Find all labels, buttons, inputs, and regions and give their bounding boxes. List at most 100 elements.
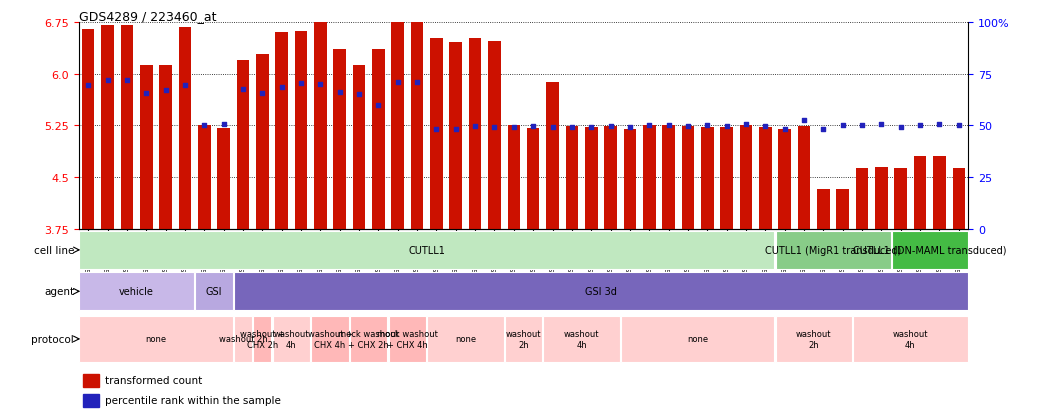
Bar bbox=[410, 24, 423, 229]
Bar bbox=[372, 50, 384, 229]
Text: cell line: cell line bbox=[34, 245, 74, 255]
Point bbox=[641, 123, 658, 129]
Point bbox=[931, 121, 948, 128]
Text: washout
4h: washout 4h bbox=[893, 330, 929, 349]
Bar bbox=[237, 61, 249, 229]
Point bbox=[525, 123, 541, 130]
FancyBboxPatch shape bbox=[80, 231, 775, 269]
Bar bbox=[547, 83, 559, 229]
Point bbox=[99, 78, 116, 85]
Point bbox=[622, 125, 639, 131]
Bar bbox=[333, 50, 346, 229]
Text: washout
2h: washout 2h bbox=[796, 330, 831, 349]
Bar bbox=[565, 127, 578, 229]
Text: transformed count: transformed count bbox=[105, 375, 202, 385]
FancyBboxPatch shape bbox=[776, 316, 852, 362]
Point bbox=[389, 80, 406, 87]
Bar bbox=[198, 126, 210, 229]
Point bbox=[757, 123, 774, 130]
Bar bbox=[257, 55, 269, 229]
Point bbox=[351, 92, 367, 98]
Text: CUTLL1 (DN-MAML transduced): CUTLL1 (DN-MAML transduced) bbox=[853, 245, 1006, 255]
Point bbox=[737, 121, 754, 128]
Point bbox=[312, 81, 329, 88]
Point bbox=[273, 84, 290, 91]
Point bbox=[853, 123, 870, 129]
Point bbox=[699, 122, 716, 128]
Bar bbox=[218, 129, 230, 229]
Bar bbox=[102, 26, 114, 229]
FancyBboxPatch shape bbox=[621, 316, 775, 362]
Point bbox=[563, 125, 580, 131]
Text: washout
4h: washout 4h bbox=[563, 330, 599, 349]
FancyBboxPatch shape bbox=[892, 231, 967, 269]
FancyBboxPatch shape bbox=[350, 316, 387, 362]
Bar bbox=[294, 32, 308, 229]
Bar bbox=[82, 30, 94, 229]
FancyBboxPatch shape bbox=[233, 316, 252, 362]
Bar bbox=[140, 65, 153, 229]
Bar bbox=[682, 127, 694, 229]
FancyBboxPatch shape bbox=[80, 273, 194, 311]
Point bbox=[486, 125, 503, 131]
Bar bbox=[159, 65, 172, 229]
Bar bbox=[527, 129, 539, 229]
Bar bbox=[353, 65, 365, 229]
FancyBboxPatch shape bbox=[543, 316, 620, 362]
Bar bbox=[933, 157, 945, 229]
Text: none: none bbox=[454, 335, 476, 344]
Point bbox=[912, 123, 929, 129]
Point bbox=[118, 77, 135, 84]
FancyBboxPatch shape bbox=[427, 316, 504, 362]
Point bbox=[602, 123, 619, 130]
Bar bbox=[855, 169, 868, 229]
FancyBboxPatch shape bbox=[853, 316, 967, 362]
FancyBboxPatch shape bbox=[776, 231, 891, 269]
Bar bbox=[759, 128, 772, 229]
Text: GSI 3d: GSI 3d bbox=[585, 287, 617, 297]
FancyBboxPatch shape bbox=[505, 316, 542, 362]
Text: washout +
CHX 4h: washout + CHX 4h bbox=[308, 330, 353, 349]
Point bbox=[892, 125, 909, 131]
Point bbox=[506, 125, 522, 131]
Text: protocol: protocol bbox=[31, 334, 74, 344]
Text: vehicle: vehicle bbox=[119, 287, 154, 297]
Bar bbox=[604, 127, 617, 229]
Bar bbox=[953, 169, 965, 229]
Bar bbox=[430, 39, 443, 229]
Bar bbox=[798, 127, 810, 229]
Bar bbox=[449, 43, 462, 229]
Point bbox=[544, 125, 561, 131]
Point bbox=[216, 121, 232, 128]
Bar bbox=[314, 24, 327, 229]
Point bbox=[680, 123, 696, 130]
Point bbox=[873, 121, 890, 128]
Text: none: none bbox=[146, 335, 166, 344]
Point bbox=[583, 125, 600, 131]
Text: percentile rank within the sample: percentile rank within the sample bbox=[105, 395, 281, 405]
Bar bbox=[179, 28, 192, 229]
Bar bbox=[83, 394, 99, 407]
FancyBboxPatch shape bbox=[253, 316, 271, 362]
Bar bbox=[817, 189, 829, 229]
FancyBboxPatch shape bbox=[311, 316, 349, 362]
Point bbox=[815, 126, 831, 133]
Text: washout +
CHX 2h: washout + CHX 2h bbox=[240, 330, 285, 349]
Bar bbox=[720, 128, 733, 229]
Bar bbox=[701, 128, 714, 229]
Bar bbox=[585, 128, 598, 229]
Bar bbox=[83, 374, 99, 387]
Bar bbox=[120, 26, 133, 229]
Point bbox=[138, 90, 155, 97]
Point bbox=[177, 82, 194, 89]
Bar bbox=[739, 126, 753, 229]
Text: CUTLL1: CUTLL1 bbox=[408, 245, 445, 255]
Bar bbox=[275, 33, 288, 229]
Point bbox=[447, 126, 464, 133]
Point bbox=[428, 126, 445, 133]
Text: CUTLL1 (MigR1 transduced): CUTLL1 (MigR1 transduced) bbox=[765, 245, 901, 255]
Bar bbox=[624, 129, 637, 229]
Point bbox=[796, 118, 812, 124]
Point bbox=[661, 122, 677, 128]
Point bbox=[80, 82, 96, 89]
